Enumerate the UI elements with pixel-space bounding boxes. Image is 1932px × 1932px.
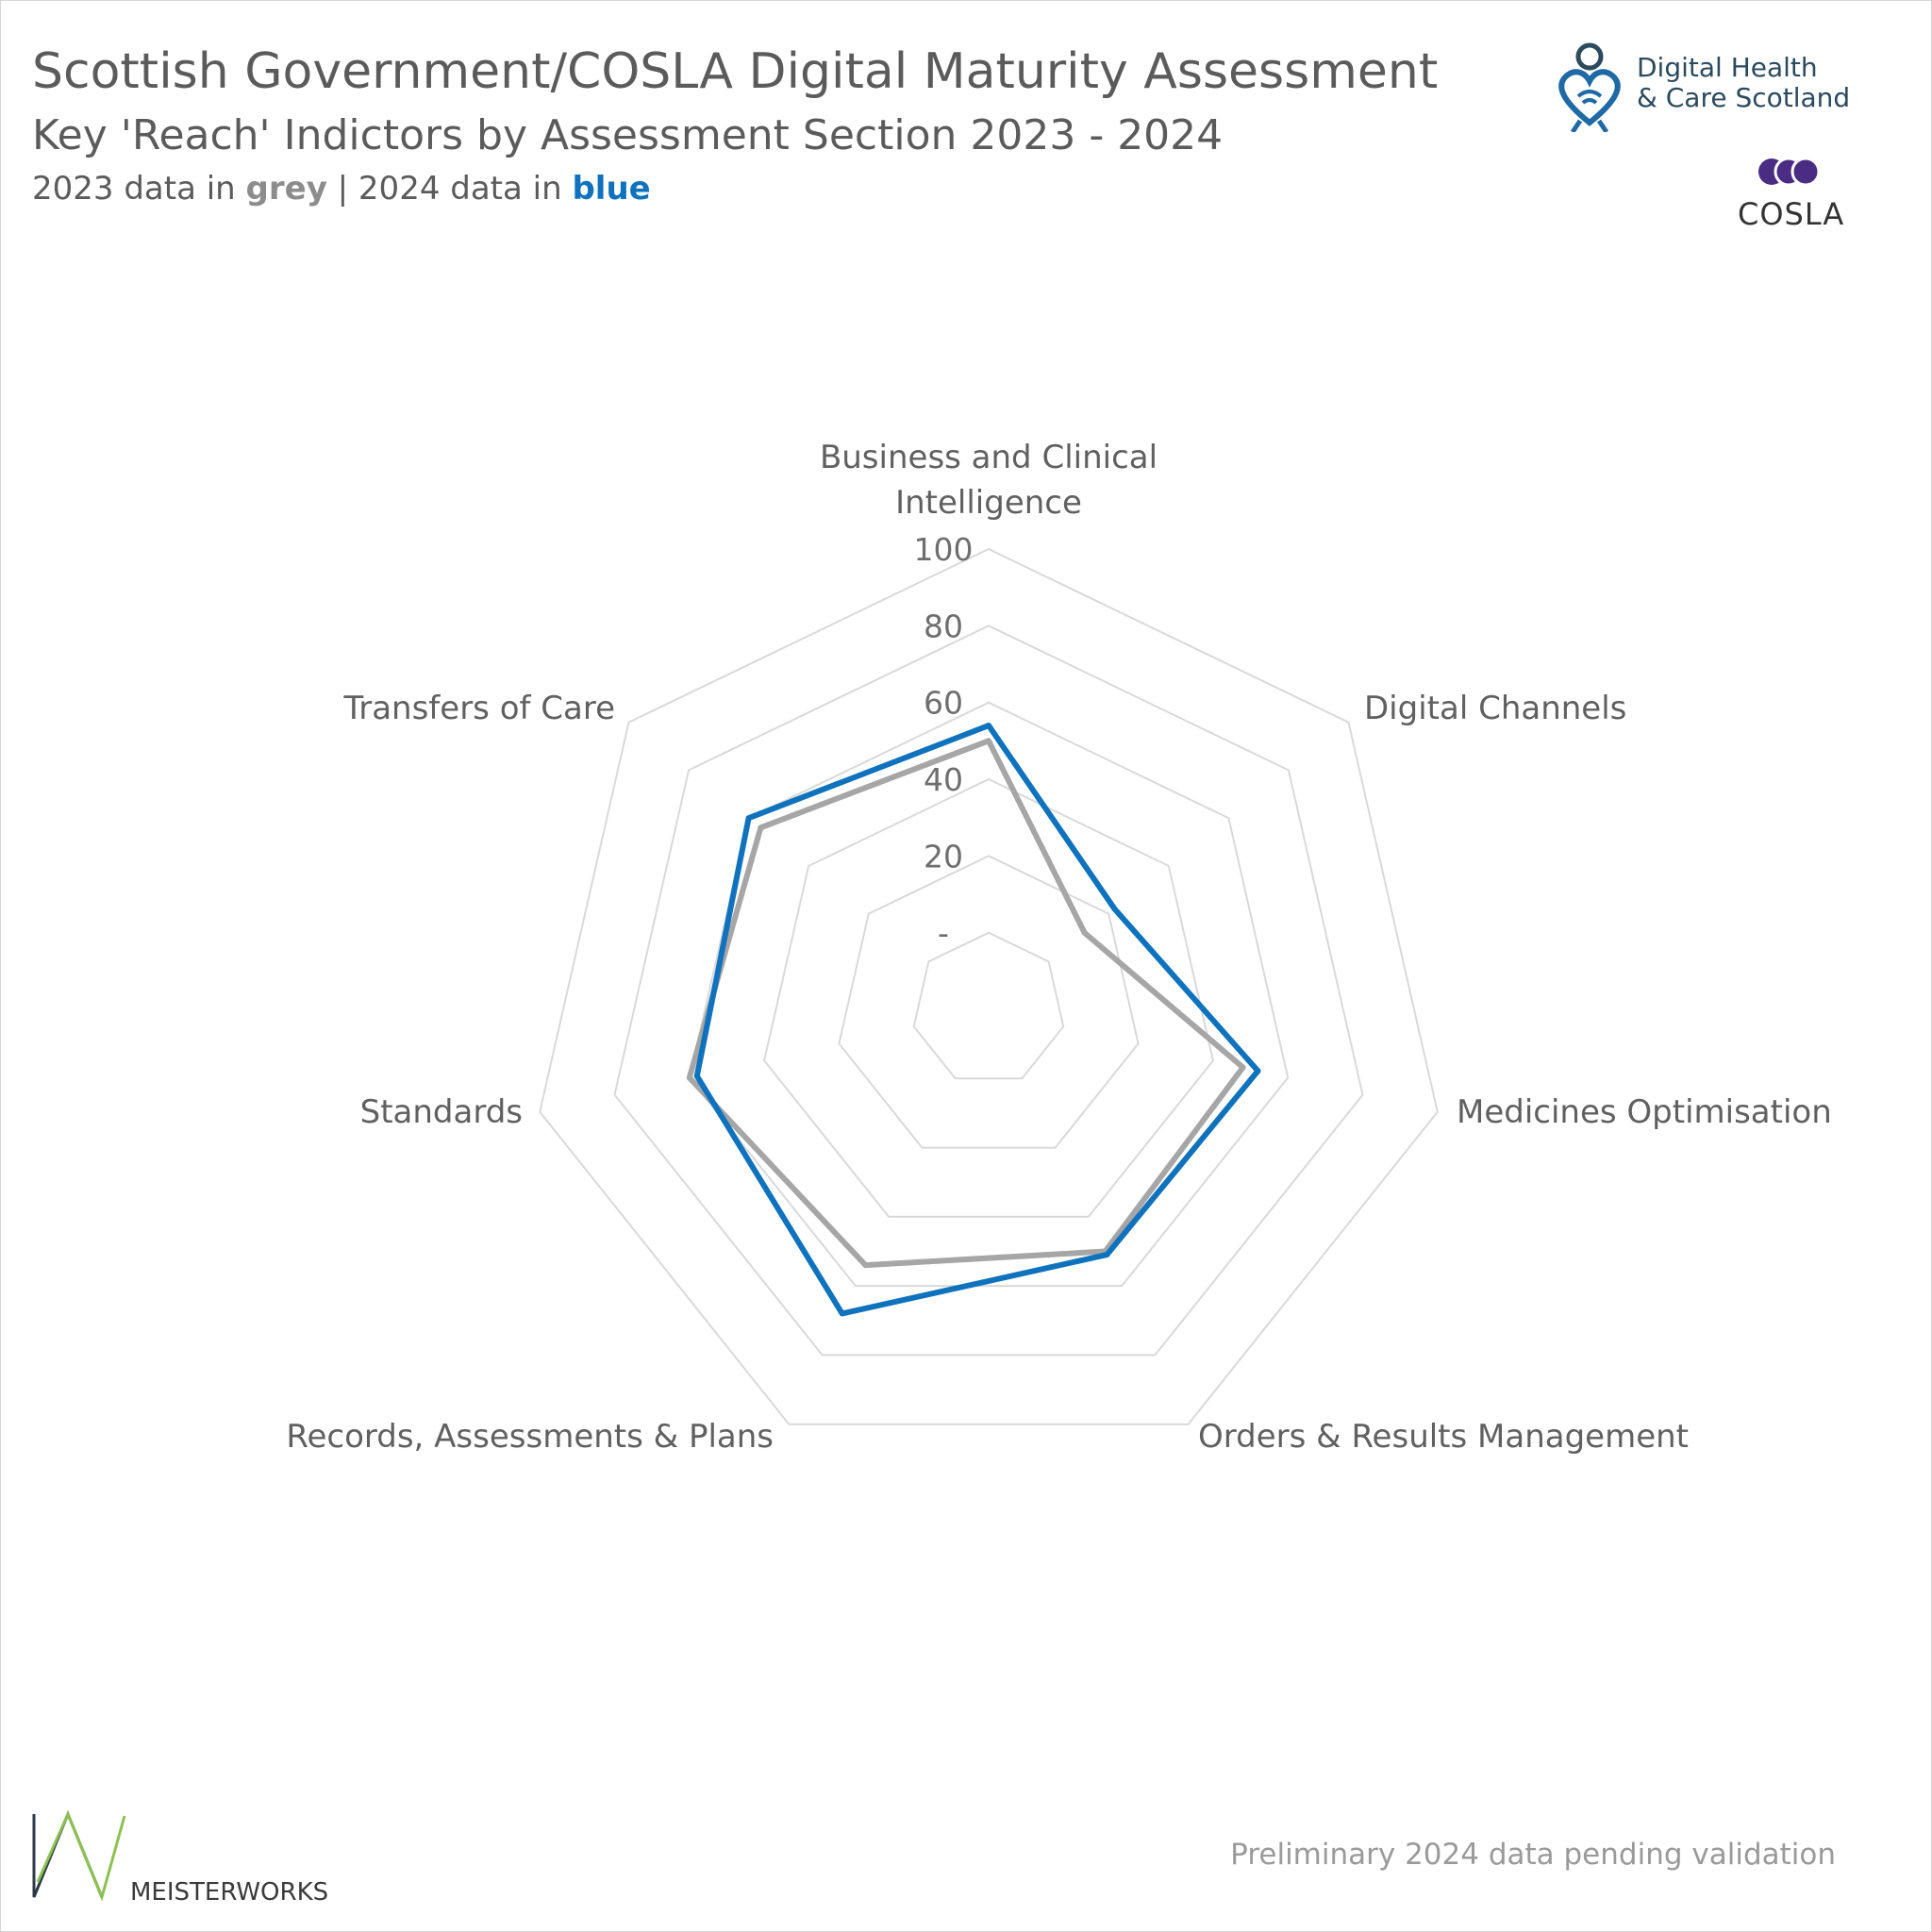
category-label-1: Digital Channels [1364, 690, 1626, 727]
point-2023-0 [986, 738, 991, 744]
category-label-4: Records, Assessments & Plans [286, 1418, 774, 1456]
validation-footnote: Preliminary 2024 data pending validation [1230, 1838, 1836, 1872]
tick-label-20: 20 [924, 838, 963, 874]
point-2024-0 [986, 723, 991, 729]
meisterworks-wave-icon [32, 1810, 126, 1902]
point-2024-5 [693, 1073, 700, 1079]
grid-ring-100 [539, 547, 1439, 1425]
grid-ring-80 [613, 625, 1364, 1357]
grid-ring-40 [763, 777, 1214, 1218]
tick-label-60: 60 [924, 685, 963, 722]
cosla-logo: COSLA [1726, 151, 1858, 236]
point-2024-4 [839, 1310, 845, 1317]
point-2023-5 [686, 1074, 692, 1081]
cosla-wordmark: COSLA [1738, 196, 1845, 232]
tick-label-80: 80 [924, 608, 963, 644]
point-2024-6 [745, 815, 752, 822]
category-label-3: Orders & Results Management [1198, 1418, 1689, 1456]
dhcs-line2: & Care Scotland [1637, 82, 1851, 113]
meisterworks-logo: MEISTERWORKS [30, 1807, 328, 1910]
tick-label-100: 100 [914, 531, 974, 568]
point-2023-4 [862, 1262, 869, 1269]
category-label-2: Medicines Optimisation [1457, 1093, 1832, 1131]
dhcs-logo: Digital Health & Care Scotland [1552, 42, 1873, 134]
category-label-6: Transfers of Care [342, 690, 615, 727]
meisterworks-wordmark: MEISTERWORKS [130, 1878, 329, 1907]
tick-label--: - [938, 915, 949, 952]
point-2024-3 [1104, 1252, 1110, 1258]
chart-subtitle: Key 'Reach' Indictors by Assessment Sect… [32, 111, 1224, 159]
cosla-circles-icon [1758, 157, 1821, 187]
note-grey-word: grey [245, 170, 327, 208]
point-2023-2 [1240, 1064, 1246, 1071]
note-2023-prefix: 2023 data in [32, 170, 246, 208]
point-2024-2 [1255, 1068, 1261, 1074]
dhcs-heart-icon [1558, 42, 1621, 134]
series-color-note: 2023 data in grey | 2024 data in blue [32, 170, 651, 208]
note-blue-word: blue [572, 170, 651, 208]
dhcs-wordmark: Digital Health & Care Scotland [1637, 53, 1850, 113]
grid-ring-20 [838, 855, 1140, 1149]
point-2024-1 [1111, 906, 1118, 912]
category-label-5: Standards [360, 1093, 523, 1131]
chart-title: Scottish Government/COSLA Digital Maturi… [32, 43, 1439, 100]
tick-label-40: 40 [924, 761, 963, 798]
series-line-2024 [693, 723, 1261, 1317]
series-line-2023 [686, 738, 1246, 1269]
note-separator: | 2024 data in [326, 170, 573, 208]
grid-ring-0 [912, 931, 1065, 1080]
category-label-0: Business and Clinical Intelligence [820, 439, 1158, 522]
point-2023-1 [1081, 929, 1088, 936]
dhcs-line1: Digital Health [1637, 52, 1818, 83]
point-2023-6 [758, 824, 764, 831]
